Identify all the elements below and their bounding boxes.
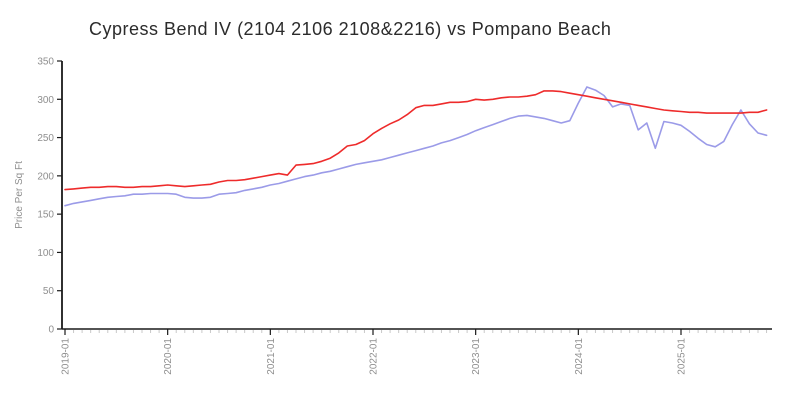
y-tick-label: 150 — [37, 210, 54, 221]
x-tick-label: 2024-01 — [574, 338, 585, 375]
y-tick-label: 300 — [37, 95, 54, 106]
x-tick-label: 2022-01 — [369, 338, 380, 375]
y-tick-label: 50 — [43, 286, 55, 297]
y-tick-label: 250 — [37, 133, 54, 144]
pompano-beach-series-line — [64, 86, 768, 207]
y-axis-title: Price Per Sq Ft — [14, 161, 25, 229]
y-tick-label: 0 — [48, 325, 54, 336]
y-tick-label: 200 — [37, 171, 54, 182]
chart-title: Cypress Bend IV (2104 2106 2108&2216) vs… — [89, 19, 612, 39]
x-tick-label: 2021-01 — [266, 338, 277, 375]
y-tick-label: 350 — [37, 57, 54, 68]
cypress-bend-series-line — [64, 90, 768, 191]
x-tick-label: 2025-01 — [677, 338, 688, 375]
x-tick-label: 2023-01 — [471, 338, 482, 375]
x-tick-label: 2020-01 — [163, 338, 174, 375]
x-tick-label: 2019-01 — [61, 338, 72, 375]
y-tick-label: 100 — [37, 248, 54, 259]
